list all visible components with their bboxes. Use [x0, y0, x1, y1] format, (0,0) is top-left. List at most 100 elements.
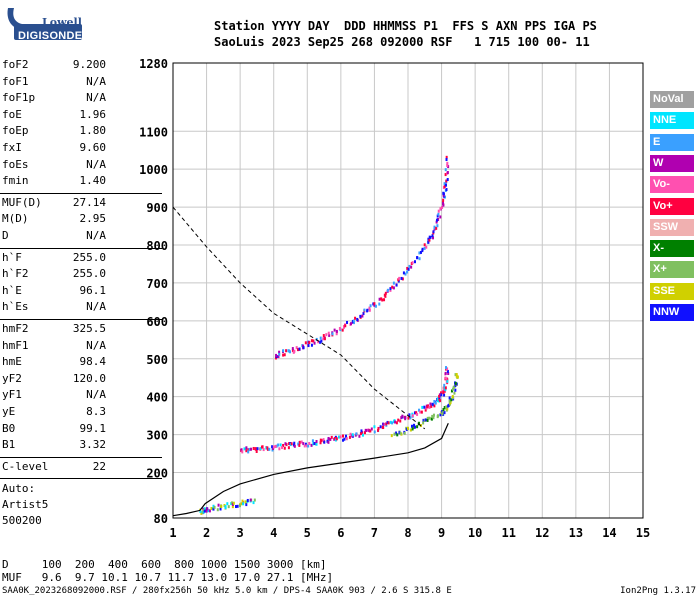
trace-point: [346, 320, 349, 324]
trace-point: [278, 352, 281, 356]
trace-point: [454, 381, 457, 385]
trace-point: [344, 324, 347, 328]
trace-point: [440, 393, 443, 397]
trace-point: [389, 287, 392, 291]
trace-point: [416, 256, 419, 260]
trace-point: [418, 257, 421, 261]
param-name: hmE: [2, 355, 22, 369]
param-value: 98.4: [79, 355, 107, 369]
trace-point: [443, 411, 446, 415]
trace-point: [446, 178, 449, 182]
legend-item: Vo+: [650, 197, 694, 215]
param-name: yE: [2, 405, 16, 418]
trace-point: [446, 407, 449, 411]
muf-dashed-curve: [172, 206, 426, 430]
trace-point: [302, 442, 305, 446]
y-tick-label: 600: [146, 315, 168, 329]
param-value: 325.5: [72, 322, 106, 335]
trace-point: [252, 501, 255, 505]
x-tick-label: 14: [602, 526, 616, 540]
trace-point: [386, 288, 389, 292]
trace-point: [249, 498, 252, 502]
trace-point: [382, 422, 385, 426]
trace-point: [442, 203, 445, 207]
trace-point: [306, 444, 309, 448]
trace-point: [232, 501, 235, 505]
trace-point: [426, 405, 429, 409]
param-separator: [0, 319, 162, 320]
param-row: h`E 96.1: [0, 284, 160, 300]
param-row: h`F2 255.0: [0, 267, 160, 283]
trace-point: [373, 303, 376, 307]
trace-point: [441, 412, 444, 416]
trace-point: [419, 250, 422, 254]
trace-point: [435, 226, 438, 230]
trace-point: [440, 391, 443, 395]
trace-point: [278, 447, 281, 451]
trace-point: [298, 440, 301, 444]
trace-point: [439, 207, 442, 211]
trace-point: [199, 509, 202, 513]
trace-point: [442, 202, 445, 206]
trace-point: [439, 399, 442, 403]
trace-point: [410, 265, 413, 269]
trace-point: [247, 450, 250, 454]
param-value: 9.60: [79, 141, 107, 154]
electron-density-profile-curve: [172, 422, 449, 517]
trace-point: [413, 411, 416, 415]
trace-point: [206, 507, 209, 511]
param-value: 22: [92, 459, 106, 473]
trace-point: [322, 337, 325, 341]
trace-point: [296, 348, 299, 352]
param-name: foEs: [2, 157, 29, 171]
trace-point: [443, 383, 446, 387]
trace-point: [430, 417, 433, 421]
trace-point: [421, 249, 424, 253]
param-row: fmin 1.40: [0, 174, 160, 190]
trace-point: [344, 434, 347, 438]
y-tick-label: 800: [146, 239, 168, 253]
trace-point: [278, 350, 281, 354]
trace-point: [430, 403, 433, 407]
trace-point: [290, 442, 293, 446]
trace-point: [399, 419, 402, 423]
trace-point: [454, 383, 457, 387]
trace-point: [431, 414, 434, 418]
trace-point: [359, 314, 362, 318]
trace-point: [373, 430, 376, 434]
trace-point: [455, 373, 458, 377]
trace-point: [377, 426, 380, 430]
param-row: yF2 120.0: [0, 372, 160, 388]
trace-point: [378, 297, 381, 301]
trace-point: [343, 437, 346, 441]
trace-point: [373, 425, 376, 429]
param-row: foF1p N/A: [0, 91, 160, 107]
trace-point: [406, 270, 409, 274]
param-value: 8.3: [86, 405, 106, 418]
digisonde-logo: Lowell DIGISONDE: [4, 6, 84, 42]
trace-point: [450, 389, 453, 393]
param-value: 9.200: [72, 58, 106, 71]
legend-item: SSW: [650, 218, 694, 236]
param-row: B1 3.32: [0, 438, 160, 454]
x-tick-label: 13: [569, 526, 583, 540]
trace-point: [266, 447, 269, 451]
trace-point: [323, 337, 326, 341]
trace-point: [297, 442, 300, 446]
trace-point: [368, 429, 371, 433]
trace-point: [412, 423, 415, 427]
trace-point: [245, 503, 248, 507]
trace-point: [406, 266, 409, 270]
trace-point: [363, 308, 366, 312]
trace-point: [331, 332, 334, 336]
trace-point: [389, 288, 392, 292]
trace-point: [444, 386, 447, 390]
trace-point: [444, 195, 447, 199]
trace-point: [406, 426, 409, 430]
trace-point: [446, 367, 449, 371]
trace-point: [242, 502, 245, 506]
param-value: 120.0: [72, 371, 106, 385]
trace-point: [240, 448, 243, 452]
trace-point: [396, 433, 399, 437]
trace-point: [419, 410, 422, 414]
